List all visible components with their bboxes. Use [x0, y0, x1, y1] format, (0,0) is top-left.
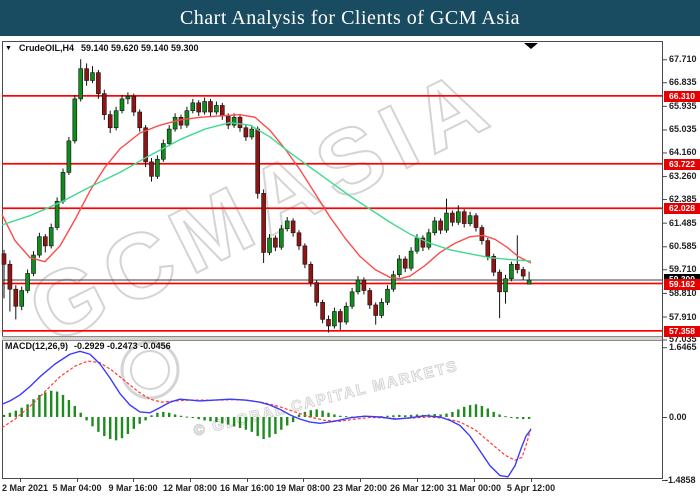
time-axis-label: 12 Mar 08:00: [162, 483, 218, 493]
y-axis-label: 60.585: [669, 241, 697, 252]
time-axis-label: 16 Mar 16:00: [219, 483, 275, 493]
macd-values: -0.2929 -0.2473 -0.0456: [74, 341, 171, 351]
time-axis-label: 2 Mar 2021: [2, 483, 49, 493]
axis-ticks: [20, 59, 667, 482]
y-axis-label: 66.835: [669, 77, 697, 88]
moving-averages: [1, 113, 532, 280]
level-price-tag: 66.310: [664, 91, 700, 102]
time-axis-label: 5 Apr 12:00: [506, 483, 556, 493]
time-axis-label: 5 Mar 04:00: [52, 483, 102, 493]
y-axis-label: 65.035: [669, 124, 697, 135]
horizontal-levels: [2, 95, 662, 332]
page-title: Chart Analysis for Clients of GCM Asia: [179, 6, 521, 29]
y-axis-label: 61.485: [669, 217, 697, 228]
y-axis-label: 62.385: [669, 194, 697, 205]
y-axis-label: 57.035: [669, 334, 697, 345]
time-axis-label: 9 Mar 16:00: [108, 483, 158, 493]
symbol-label: CrudeOIL,H4: [18, 43, 74, 53]
level-price-tag: 63.722: [664, 158, 700, 170]
time-axis-label: 26 Mar 12:00: [389, 483, 445, 493]
symbol-ohlc-line: ▼ CrudeOIL,H4 59.140 59.620 59.140 59.30…: [5, 43, 199, 53]
panel-separator[interactable]: [2, 336, 662, 341]
macd-axis-label: 1.6465: [669, 342, 697, 353]
y-axis-label: 57.910: [669, 311, 697, 322]
level-price-tag: 57.358: [664, 325, 700, 337]
ohlc-values: 59.140 59.620 59.140 59.300: [80, 43, 199, 53]
macd-axis-label: -1.4858: [665, 474, 696, 485]
macd-indicator-label: MACD(12,26,9) -0.2929 -0.2473 -0.0456: [5, 341, 171, 351]
y-axis-label: 65.935: [669, 100, 697, 111]
y-axis-label: 63.260: [669, 171, 697, 182]
chart-shift-marker-icon: [524, 43, 538, 49]
y-axis-label: 59.710: [669, 264, 697, 275]
y-axis-label: 67.710: [669, 54, 697, 65]
price-chart-svg[interactable]: GCMASIA© GLOBAL CAPITAL MARKETS: [0, 36, 700, 500]
time-axis-label: 19 Mar 08:00: [275, 483, 331, 493]
y-axis-label: 58.810: [669, 287, 697, 298]
time-axis-label: 23 Mar 20:00: [332, 483, 388, 493]
macd-name: MACD(12,26,9): [5, 341, 69, 351]
chart-window[interactable]: GCMASIA © GLOBAL CAPITAL MARKETS ▼ CrudeO…: [0, 36, 700, 500]
macd-axis-label: 0.00: [669, 412, 687, 422]
y-axis-label: 64.160: [669, 147, 697, 158]
level-price-tag: 59.162: [664, 278, 700, 290]
macd-panel: [1, 350, 532, 478]
collapse-triangle-icon[interactable]: ▼: [5, 44, 12, 52]
title-bar: Chart Analysis for Clients of GCM Asia: [0, 0, 700, 36]
level-price-tag: 62.028: [664, 203, 700, 215]
time-axis-label: 31 Mar 00:00: [446, 483, 502, 493]
candles: [1, 59, 532, 333]
